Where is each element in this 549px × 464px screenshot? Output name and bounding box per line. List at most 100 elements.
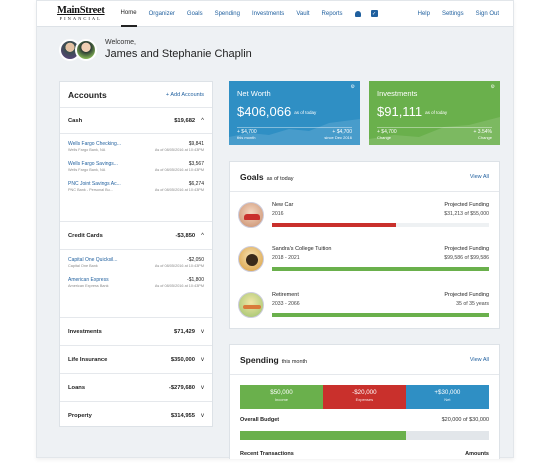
tile-left-value: + $4,700: [377, 129, 397, 135]
account-row[interactable]: American Express American Express Bank -$…: [68, 277, 204, 288]
category-value: -$279,680: [168, 384, 195, 391]
chevron-up-icon[interactable]: ^: [201, 117, 204, 124]
chevron-down-icon[interactable]: v: [201, 328, 204, 335]
goals-panel: Goals as of today View All New Car Project…: [229, 161, 500, 329]
expenses-value: -$20,000: [352, 389, 377, 396]
account-bank: Wells Fargo Bank, NA: [68, 148, 106, 152]
income-label: Income: [274, 397, 289, 403]
goal-funding-label: Projected Funding: [444, 246, 489, 252]
goals-view-all-link[interactable]: View All: [469, 173, 489, 180]
gear-icon[interactable]: ⚙: [490, 84, 495, 90]
brand-name: MainStreet: [57, 4, 105, 16]
chevron-down-icon[interactable]: v: [201, 356, 204, 363]
account-date: As of 08/05/2016 at 10:43PM: [154, 168, 204, 172]
top-nav: MainStreet FINANCIAL Home Organizer Goal…: [37, 1, 513, 27]
goal-years: 2018 - 2021: [272, 255, 300, 261]
category-loans[interactable]: Loans -$279,680 v: [60, 374, 212, 402]
accounts-title: Accounts: [68, 89, 107, 100]
nav-investments[interactable]: Investments: [251, 10, 285, 17]
net-block[interactable]: +$30,000 Net: [405, 385, 489, 409]
account-name[interactable]: American Express: [68, 277, 109, 283]
tile-title: Net Worth: [237, 89, 271, 98]
chevron-down-icon[interactable]: v: [201, 384, 204, 391]
account-row[interactable]: Wells Fargo Checking... Wells Fargo Bank,…: [68, 141, 204, 152]
investments-tile[interactable]: ⚙ Investments $91,111 as of today + $4,70…: [369, 81, 500, 145]
goal-item[interactable]: New Car Projected Funding 2016 $31,213 of …: [238, 202, 489, 228]
spending-view-all-link[interactable]: View All: [469, 356, 489, 363]
category-value: $350,000: [170, 356, 195, 363]
category-label: Life Insurance: [68, 356, 108, 363]
gear-icon[interactable]: ⚙: [350, 84, 355, 90]
recent-transactions-label[interactable]: Recent Transactions: [240, 451, 294, 457]
account-name[interactable]: Wells Fargo Savings...: [68, 161, 118, 167]
category-property[interactable]: Property $314,955 v: [60, 402, 212, 430]
category-value: $71,429: [174, 328, 195, 335]
bell-icon[interactable]: [354, 10, 361, 17]
welcome-header: Welcome, James and Stephanie Chaplin: [59, 39, 252, 61]
net-worth-sparkline: [229, 119, 360, 145]
account-row[interactable]: Capital One Quicksil... Capital One Bank …: [68, 257, 204, 268]
nav-vault[interactable]: Vault: [296, 10, 310, 17]
category-cash[interactable]: Cash $19,682 ^: [60, 108, 212, 134]
tile-right-label: Change: [477, 134, 492, 140]
net-worth-tile[interactable]: ⚙ Net Worth $406,066 as of today + $4,700…: [229, 81, 360, 145]
tile-right-value: + 3.54%: [473, 129, 493, 135]
category-value: -$3,850: [175, 232, 196, 239]
tile-right-label: since Dec 2016: [324, 134, 352, 140]
account-date: As of 08/05/2016 at 10:43PM: [154, 148, 204, 152]
goals-title: Goals: [240, 171, 264, 182]
amounts-label: Amounts: [465, 451, 489, 457]
expenses-block[interactable]: -$20,000 Expenses: [322, 385, 406, 409]
chevron-down-icon[interactable]: v: [201, 413, 204, 419]
account-row[interactable]: Wells Fargo Savings... Wells Fargo Bank, …: [68, 161, 204, 172]
goal-funding-label: Projected Funding: [444, 292, 489, 298]
account-date: As of 08/05/2016 at 10:43PM: [154, 284, 204, 288]
retirement-icon: [238, 292, 264, 318]
net-label: Net: [444, 397, 451, 403]
add-accounts-link[interactable]: + Add Accounts: [165, 91, 204, 98]
nav-help[interactable]: Help: [417, 10, 430, 17]
goal-funding-label: Projected Funding: [444, 202, 489, 208]
account-name[interactable]: Capital One Quicksil...: [68, 257, 118, 263]
graduation-icon: [238, 246, 264, 272]
tile-right-value: + $4,700: [332, 129, 352, 135]
account-amount: $3,567: [188, 161, 204, 167]
account-name[interactable]: PNC Joint Savings Ac...: [68, 181, 121, 187]
tile-title: Investments: [377, 89, 418, 98]
goal-item[interactable]: Retirement Projected Funding 2033 - 2066 3…: [238, 292, 489, 318]
goal-item[interactable]: Sandra's College Tuition Projected Fundin…: [238, 246, 489, 272]
account-name[interactable]: Wells Fargo Checking...: [68, 141, 121, 147]
nav-goals[interactable]: Goals: [186, 10, 203, 17]
tile-value: $91,111: [377, 104, 423, 119]
goal-name: Sandra's College Tuition: [272, 246, 332, 252]
account-bank: PNC Bank - Personal Bu...: [68, 188, 113, 192]
nav-reports[interactable]: Reports: [321, 10, 343, 17]
account-row[interactable]: PNC Joint Savings Ac... PNC Bank - Person…: [68, 181, 204, 192]
spending-subtitle: this month: [281, 358, 308, 365]
nav-spending[interactable]: Spending: [214, 10, 240, 17]
tile-left-label: this month: [237, 134, 256, 140]
tile-left-label: Change: [377, 134, 392, 140]
category-credit-cards[interactable]: Credit Cards -$3,850 ^: [60, 222, 212, 250]
goal-years: 2033 - 2066: [272, 301, 300, 307]
category-label: Cash: [68, 117, 83, 124]
nav-settings[interactable]: Settings: [441, 10, 464, 17]
chevron-up-icon[interactable]: ^: [201, 232, 204, 239]
category-life-insurance[interactable]: Life Insurance $350,000 v: [60, 346, 212, 374]
nav-organizer[interactable]: Organizer: [148, 10, 175, 17]
nav-sign-out[interactable]: Sign Out: [475, 10, 499, 17]
account-amount: -$1,800: [187, 277, 204, 283]
category-label: Property: [68, 413, 92, 419]
goal-funding: $99,586 of $99,586: [444, 255, 489, 261]
budget-label: Overall Budget: [240, 417, 280, 423]
goal-name: New Car: [272, 202, 294, 208]
checkbox-icon[interactable]: ✓: [370, 10, 378, 17]
nav-home[interactable]: Home: [120, 1, 137, 27]
category-label: Investments: [68, 328, 102, 335]
category-investments[interactable]: Investments $71,429 v: [60, 318, 212, 346]
income-block[interactable]: $50,000 Income: [240, 385, 323, 409]
avatar[interactable]: [75, 39, 97, 61]
account-amount: -$2,050: [187, 257, 204, 263]
brand-logo[interactable]: MainStreet FINANCIAL: [57, 4, 105, 22]
goal-funding: $31,213 of $55,000: [444, 211, 489, 217]
